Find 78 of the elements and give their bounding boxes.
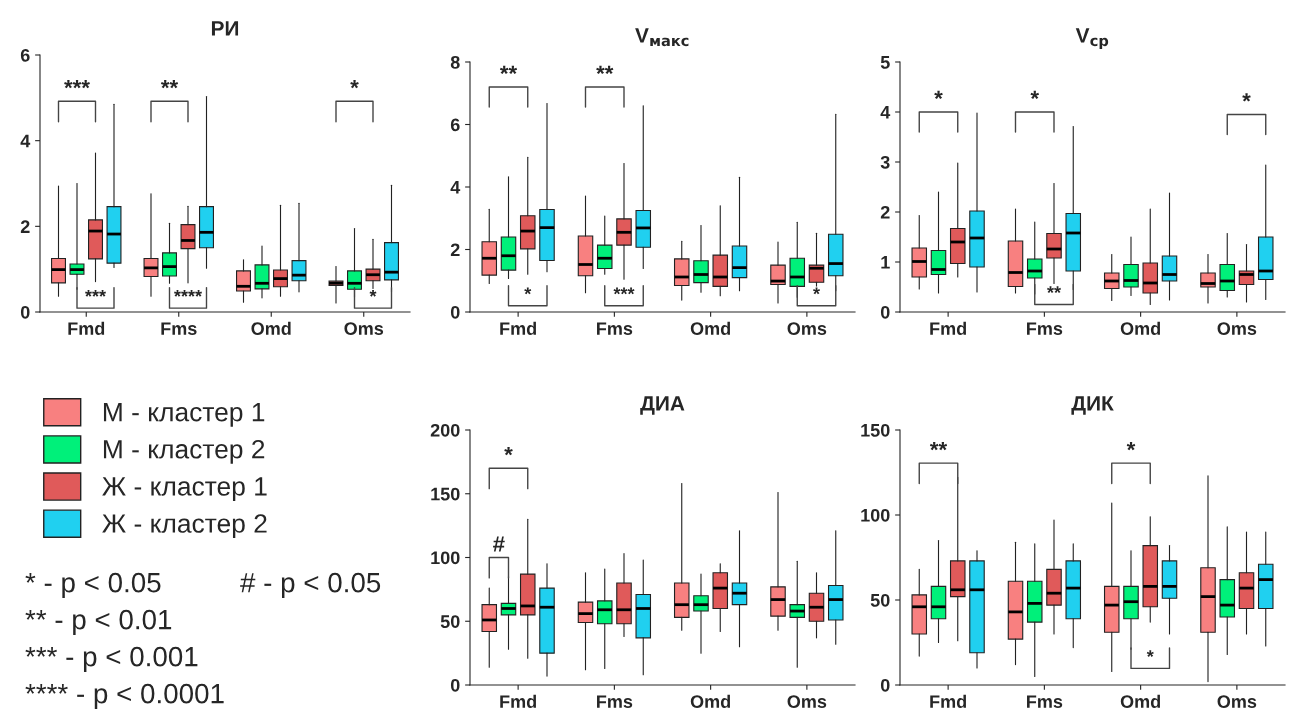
annotation: * [1146, 650, 1154, 657]
annotation: * [1030, 90, 1040, 100]
annotation: * [524, 287, 532, 295]
annotation: *** [85, 289, 107, 297]
chart-title: V$_{макс}$ [635, 28, 689, 47]
y-tick-label: 2 [880, 205, 890, 219]
y-tick-label: 0 [20, 305, 30, 319]
y-tick-label: 0 [880, 678, 890, 692]
x-tick-label: Fmd [930, 694, 966, 708]
x-tick-label: Fms [1027, 695, 1063, 708]
y-tick-label: 100 [431, 551, 460, 565]
y-tick-label: 3 [880, 155, 890, 169]
legend-label: Ж - кластер 1 [102, 477, 267, 501]
y-tick-label: 5 [880, 56, 890, 69]
annotation: * [350, 80, 359, 89]
legend-label: М - кластер 2 [103, 439, 265, 464]
y-tick-label: 4 [450, 181, 461, 194]
annotation: * [1242, 93, 1251, 102]
x-tick-label: Fms [597, 695, 633, 708]
text: **** - p < 0.0001 [25, 683, 224, 709]
y-tick-label: 2 [20, 220, 30, 233]
annotation: **** [174, 289, 203, 297]
y-tick-label: 4 [20, 134, 31, 148]
y-tick-label: 0 [450, 305, 460, 319]
y-tick-label: 150 [861, 423, 890, 437]
x-tick-label: Fmd [500, 694, 536, 708]
annotation: ** [499, 65, 518, 75]
y-tick-label: 8 [450, 55, 460, 69]
y-tick-label: 100 [861, 508, 890, 522]
annotation: * [934, 90, 943, 100]
annotation: *** [64, 80, 90, 89]
chart-title: РИ [211, 21, 239, 36]
x-tick-label: Omd [690, 694, 730, 708]
y-tick-label: 6 [450, 118, 460, 132]
y-tick-label: 200 [430, 423, 460, 437]
text: # - p < 0.05 [240, 572, 381, 598]
annotation: *** [613, 287, 635, 295]
annotation: ** [1047, 286, 1062, 294]
annotation: ** [596, 65, 614, 75]
x-tick-label: Oms [1217, 695, 1257, 708]
x-tick-label: Fmd [500, 321, 536, 335]
y-tick-label: 6 [20, 48, 30, 62]
y-tick-label: 0 [880, 305, 890, 319]
y-tick-label: 50 [440, 615, 460, 628]
x-tick-label: Fms [161, 322, 197, 335]
x-tick-label: Omd [251, 321, 291, 335]
chart-title: V$_{ср}$ [1075, 28, 1109, 49]
annotation: * [504, 447, 513, 456]
x-tick-label: Omd [1120, 694, 1160, 708]
y-tick-label: 150 [431, 487, 460, 501]
y-tick-label: 0 [450, 678, 460, 692]
annotation: * [813, 287, 820, 295]
text: * - p < 0.05 [25, 572, 161, 598]
x-tick-label: Oms [344, 322, 384, 335]
text: ** - p < 0.01 [25, 609, 172, 635]
legend-label: Ж - кластер 2 [102, 514, 267, 539]
annotation: * [369, 289, 377, 297]
x-tick-label: Oms [787, 695, 827, 708]
x-tick-label: Oms [787, 322, 827, 335]
chart-title: ДИА [640, 396, 685, 415]
x-tick-label: Omd [1120, 321, 1160, 335]
y-tick-label: 4 [880, 106, 891, 119]
x-tick-label: Fmd [930, 321, 966, 335]
y-tick-label: 2 [450, 243, 460, 257]
text: *** - p < 0.001 [25, 646, 198, 672]
annotation: ** [929, 441, 948, 451]
annotation: * [1126, 441, 1136, 451]
x-tick-label: Oms [1217, 322, 1257, 335]
y-tick-label: 1 [881, 256, 890, 269]
x-tick-label: Fmd [68, 321, 105, 335]
legend-label: М - кластер 1 [103, 403, 265, 427]
annotation: # [493, 536, 505, 552]
chart-title: ДИК [1071, 396, 1114, 415]
y-tick-label: 50 [870, 593, 890, 607]
annotation: ** [160, 80, 179, 89]
x-tick-label: Fms [597, 322, 633, 335]
x-tick-label: Omd [690, 321, 730, 335]
x-tick-label: Fms [1027, 322, 1063, 335]
